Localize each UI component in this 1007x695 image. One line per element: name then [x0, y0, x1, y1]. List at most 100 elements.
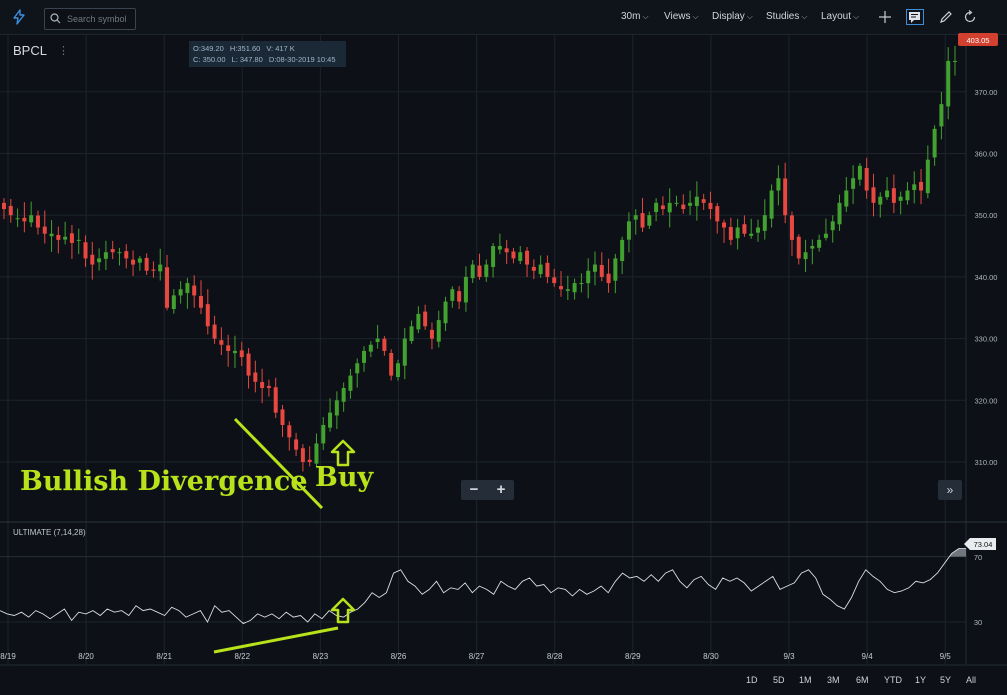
- range-all-button[interactable]: All: [966, 675, 977, 685]
- candle-body: [932, 128, 937, 158]
- candle-body: [321, 424, 326, 444]
- candle-body: [660, 205, 665, 210]
- candle-body: [606, 273, 611, 284]
- candle-body: [871, 187, 876, 203]
- candle-body: [626, 221, 631, 240]
- candle-body: [898, 196, 903, 201]
- interval-menu-label: 30m: [621, 11, 641, 22]
- candle-body: [137, 258, 142, 263]
- candle-body: [368, 344, 373, 352]
- range-6m-button[interactable]: 6M: [856, 675, 869, 685]
- candle-body: [409, 326, 414, 342]
- range-5y-button[interactable]: 5Y: [940, 675, 952, 685]
- candle-body: [504, 248, 509, 253]
- time-tick-label: 8/20: [78, 652, 94, 661]
- views-menu[interactable]: Views ⌵: [664, 11, 699, 22]
- candle-body: [640, 213, 645, 228]
- candle-body: [572, 283, 577, 293]
- chevron-down-icon: ⌵: [746, 12, 753, 21]
- bolt-icon[interactable]: [11, 9, 27, 25]
- symbol-name[interactable]: BPCL: [13, 43, 47, 58]
- candle-body: [803, 252, 808, 260]
- candle-body: [300, 448, 305, 462]
- candle-body: [151, 269, 156, 271]
- expand-button[interactable]: »: [938, 480, 962, 500]
- candle-body: [185, 283, 190, 293]
- toolbar: 30m⌵ Views⌵ Display⌵ Studies⌵ Layout⌵: [0, 0, 1007, 35]
- search-input[interactable]: [65, 11, 135, 27]
- zoom-out-button[interactable]: −: [469, 481, 479, 498]
- divergence-trendline-oscillator: [213, 626, 339, 654]
- display-menu[interactable]: Display ⌵: [712, 11, 753, 22]
- ultimate-value-label: 73.04: [974, 540, 993, 549]
- time-tick-label: 9/5: [940, 652, 952, 661]
- zoom-in-button[interactable]: +: [496, 481, 506, 498]
- candle-body: [35, 215, 40, 228]
- range-3m-button[interactable]: 3M: [827, 675, 840, 685]
- time-tick-label: 8/22: [235, 652, 251, 661]
- ohlc-low: L: 347.80: [231, 55, 263, 64]
- time-tick-label: 9/4: [862, 652, 874, 661]
- candle-body: [844, 190, 849, 207]
- search-box[interactable]: [44, 8, 136, 30]
- time-axis: 8/19 8/20 8/21 8/22 8/23 8/26 8/27 8/28 8/29 8/30…: [0, 652, 951, 661]
- time-tick-label: 8/19: [0, 652, 16, 661]
- range-1y-button[interactable]: 1Y: [915, 675, 927, 685]
- chat-icon: [909, 12, 920, 23]
- chevron-down-icon: ⌵: [642, 12, 649, 21]
- time-tick-label: 8/23: [313, 652, 329, 661]
- zoom-control: [461, 480, 514, 500]
- candle-body: [198, 296, 203, 308]
- plus-icon[interactable]: [877, 9, 893, 25]
- symbol-menu-icon[interactable]: ⋮: [58, 45, 69, 57]
- oscillator-tick-label: 30: [974, 618, 982, 627]
- price-tick-label: 370.00: [975, 88, 998, 97]
- candle-body: [144, 257, 149, 271]
- candle-body: [307, 459, 312, 462]
- range-1d-button[interactable]: 1D: [746, 675, 758, 685]
- price-tick-label: 330.00: [975, 335, 998, 344]
- time-tick-label: 8/28: [547, 652, 563, 661]
- candle-body: [497, 246, 502, 250]
- indicator-label[interactable]: ULTIMATE (7,14,28): [13, 528, 86, 537]
- interval-menu[interactable]: 30m ⌵: [621, 11, 649, 22]
- candle-body: [280, 409, 285, 425]
- candle-body: [382, 338, 387, 351]
- range-5d-button[interactable]: 5D: [773, 675, 785, 685]
- divergence-trendline-price: [233, 417, 324, 510]
- candle-body: [423, 311, 428, 327]
- views-menu-label: Views: [664, 11, 691, 22]
- pencil-icon[interactable]: [938, 9, 954, 25]
- price-tick-label: 340.00: [975, 273, 998, 282]
- candle-body: [348, 375, 353, 391]
- range-ytd-button[interactable]: YTD: [884, 675, 902, 685]
- candle-body: [232, 350, 237, 354]
- range-1m-button[interactable]: 1M: [799, 675, 812, 685]
- candle-body: [266, 385, 271, 388]
- studies-menu-label: Studies: [766, 11, 800, 22]
- chat-button[interactable]: [906, 9, 924, 25]
- candle-body: [756, 227, 761, 233]
- chevron-down-icon: ⌵: [853, 12, 860, 21]
- candle-body: [239, 350, 244, 358]
- refresh-icon[interactable]: [962, 9, 978, 25]
- candle-body: [470, 264, 475, 279]
- candle-body: [457, 291, 462, 302]
- price-candles: [2, 45, 957, 472]
- candle-body: [192, 285, 197, 296]
- candle-body: [769, 190, 774, 219]
- price-tick-label: 310.00: [975, 458, 998, 467]
- candle-body: [83, 242, 88, 259]
- studies-menu[interactable]: Studies ⌵: [766, 11, 807, 22]
- candle-body: [525, 250, 530, 265]
- candle-body: [395, 363, 400, 378]
- candle-body: [178, 289, 183, 296]
- candle-body: [531, 266, 536, 271]
- ohlc-date: D:08-30-2019 10:45: [268, 55, 336, 64]
- candle-body: [620, 239, 625, 262]
- time-tick-label: 8/29: [625, 652, 641, 661]
- candle-body: [667, 202, 672, 213]
- layout-menu[interactable]: Layout ⌵: [821, 11, 859, 22]
- candle-body: [939, 104, 944, 127]
